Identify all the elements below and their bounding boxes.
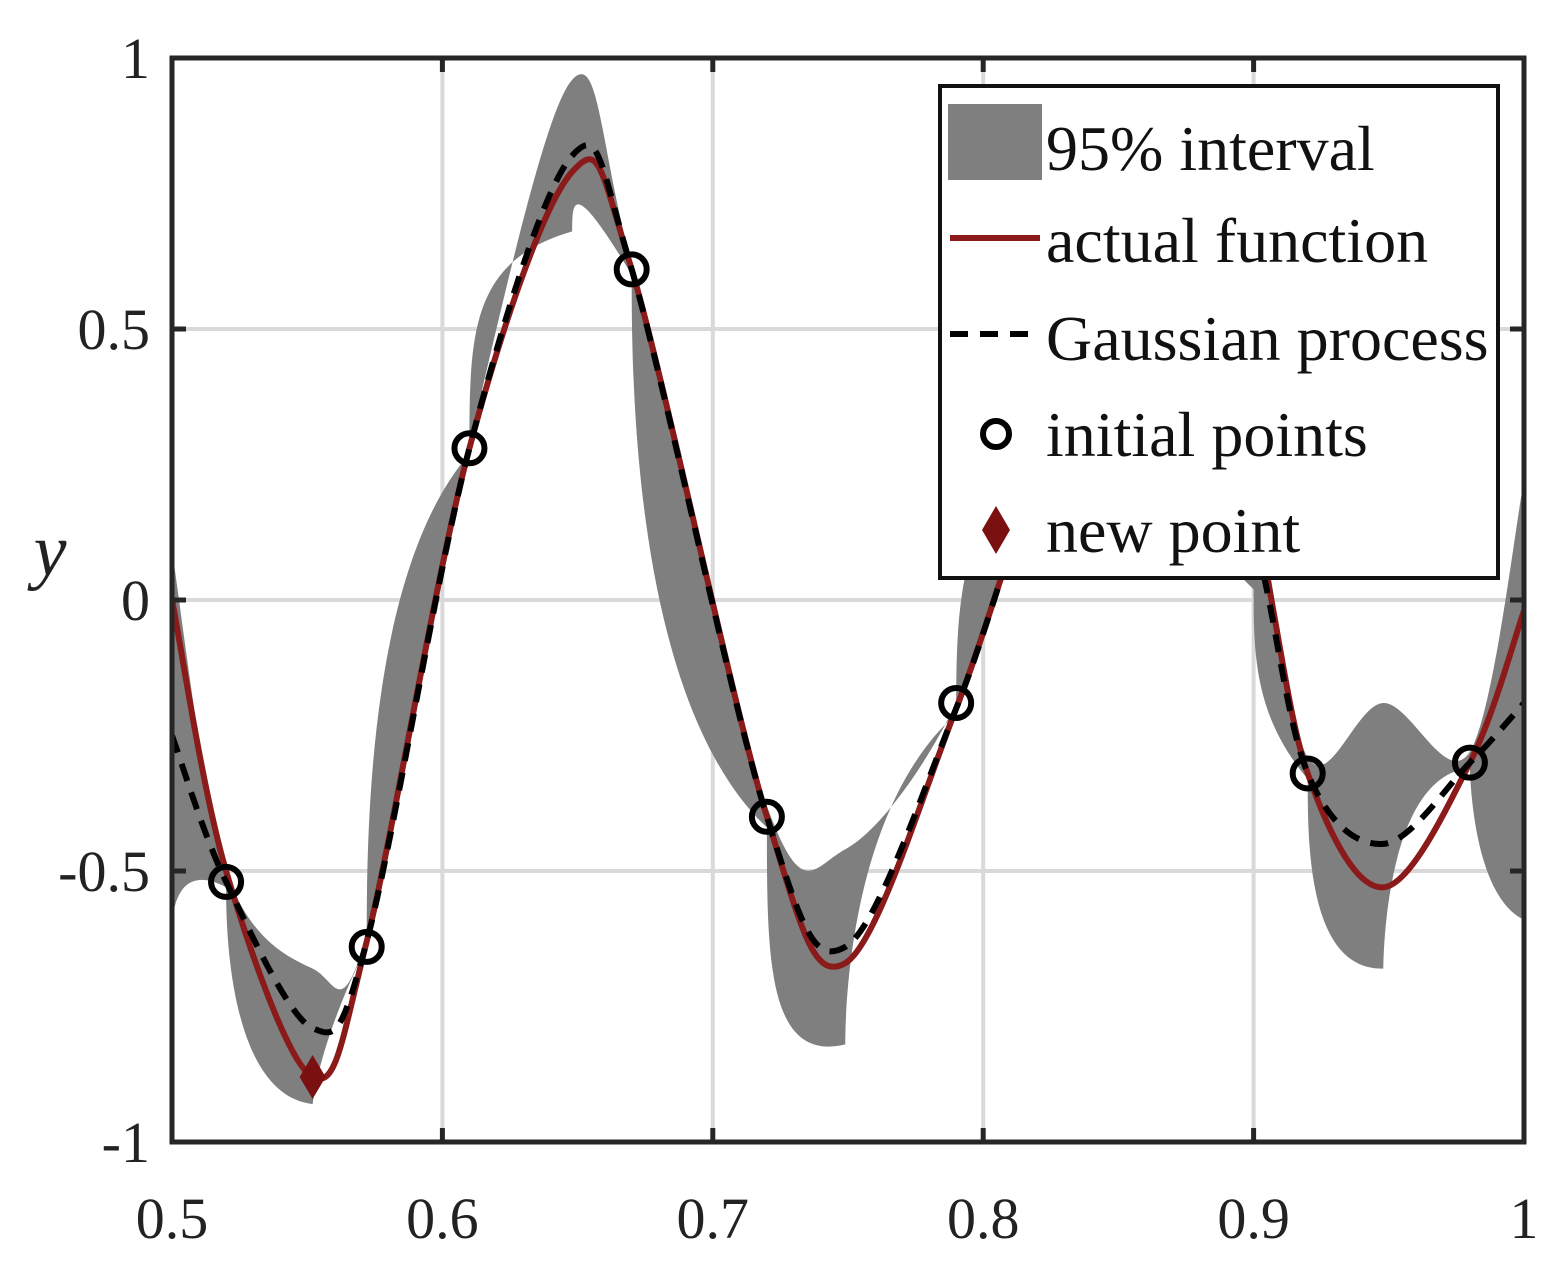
legend-entry-initial: initial points	[980, 399, 1368, 470]
y-tick-label-2: 0	[121, 568, 150, 633]
x-tick-label-5: 1	[1510, 1186, 1539, 1251]
axes	[169, 55, 1527, 1145]
y-tick-label-0: -1	[102, 1110, 150, 1175]
legend-label-new: new point	[1046, 495, 1300, 566]
initial-point-0	[208, 863, 245, 900]
y-tick-label-4: 1	[121, 26, 150, 91]
x-tick-label-0: 0.5	[136, 1186, 209, 1251]
confidence-band-layer	[172, 74, 1524, 1106]
legend-label-gp: Gaussian process	[1046, 303, 1489, 374]
initial-point-7	[1451, 744, 1488, 781]
gaussian-process-line	[172, 142, 1524, 1036]
new-point	[299, 1054, 326, 1099]
legend-entry-new: new point	[982, 495, 1300, 566]
initial-point-4	[748, 798, 785, 835]
initial-point-6	[1289, 755, 1326, 792]
y-tick-label-1: -0.5	[58, 839, 150, 904]
x-tick-label-4: 0.9	[1217, 1186, 1290, 1251]
legend-label-actual: actual function	[1046, 205, 1428, 276]
x-tick-label-2: 0.7	[677, 1186, 750, 1251]
initial-point-3	[613, 251, 650, 288]
legend-entry-actual: actual function	[950, 205, 1428, 276]
initial-point-2	[451, 430, 488, 467]
markers-layer	[208, 251, 1488, 1099]
legend-label-initial: initial points	[1046, 399, 1368, 470]
y-tick-label-3: 0.5	[78, 297, 151, 362]
x-tick-label-1: 0.6	[406, 1186, 479, 1251]
legend-entry-interval: 95% interval	[948, 104, 1375, 184]
legend: 95% interval actual function Gaussian pr…	[938, 84, 1500, 580]
legend-entry-gp: Gaussian process	[950, 303, 1489, 374]
initial-point-1	[348, 928, 385, 965]
x-tick-label-3: 0.8	[947, 1186, 1020, 1251]
legend-circle-marker	[980, 418, 1012, 450]
tick-labels: 0.5 0.6 0.7 0.8 0.9 1 -1 -0.5 0 0.5 1	[58, 26, 1538, 1251]
legend-band-swatch	[948, 104, 1042, 180]
initial-point-5	[938, 684, 975, 721]
confidence-band	[172, 74, 1524, 1106]
lines-layer	[172, 142, 1524, 1082]
legend-label-interval: 95% interval	[1046, 113, 1375, 184]
y-axis-label: y	[27, 510, 67, 592]
legend-diamond-marker	[982, 506, 1010, 554]
